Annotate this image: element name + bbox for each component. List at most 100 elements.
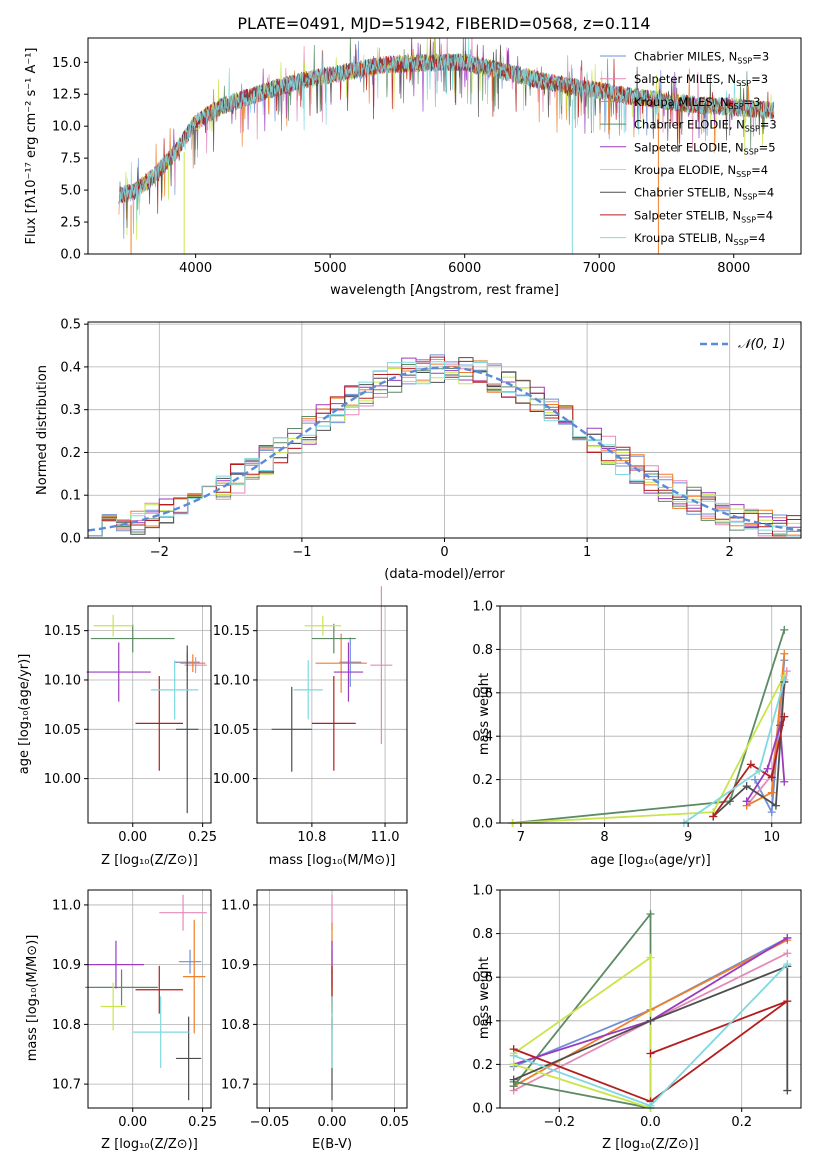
errorbar-point	[159, 894, 207, 931]
errorbar-point	[135, 965, 184, 1014]
x-tick-label: 10.8	[297, 830, 326, 845]
x-tick-label: 10	[763, 830, 780, 845]
weight-series-line	[512, 911, 652, 1110]
weight-series-line	[512, 629, 786, 824]
x-axis-label: Z [log₁₀(Z/Z⊙)]	[602, 1137, 699, 1152]
y-tick-label: 0.4	[60, 360, 81, 375]
weight-marker	[646, 909, 655, 918]
y-tick-label: 0.2	[60, 446, 81, 461]
panel-mass-vs-Z: 0.00 0.25 10.7 10.8 10.9 11.0 Z [log₁₀(Z/Z⊙)] m…	[25, 889, 217, 1152]
weight-marker	[742, 782, 751, 791]
y-tick-label: 0.6	[472, 686, 493, 701]
x-axis-label: age [log₁₀(age/yr)]	[590, 853, 711, 868]
y-axis-label: age [log₁₀(age/yr)]	[17, 654, 32, 775]
weight-marker	[755, 766, 764, 775]
x-tick-label: −0.05	[250, 1115, 290, 1130]
errorbar-point	[183, 919, 206, 1034]
y-tick-label: 10.00	[213, 772, 250, 787]
weight-marker	[783, 960, 792, 969]
normal-curve	[87, 366, 802, 532]
age-vs-mass-frame	[256, 605, 408, 824]
y-tick-label: 10.9	[221, 958, 250, 973]
y-axis-label: mass weight	[477, 673, 492, 755]
x-tick-label: 9	[684, 830, 692, 845]
legend-label: Salpeter ELODIE, NSSP=5	[634, 140, 776, 156]
y-tick-label: 0.8	[472, 927, 493, 942]
errorbar-point	[85, 969, 158, 1006]
weight-series-line	[513, 964, 789, 1091]
legend-label: 𝒩(0, 1)	[738, 337, 785, 352]
x-tick-label: 7000	[583, 261, 616, 276]
weight-marker	[646, 953, 655, 962]
spectrum-frame	[87, 37, 802, 255]
x-tick-label: 0.00	[118, 830, 147, 845]
x-tick-label: −2	[150, 545, 169, 560]
y-tick-label: 10.15	[213, 624, 250, 639]
weight-marker	[709, 812, 718, 821]
weight-marker	[780, 712, 789, 721]
weight-marker	[763, 764, 772, 773]
x-tick-label: 0.25	[188, 830, 217, 845]
weight-marker	[767, 788, 776, 797]
weight-marker	[783, 1086, 792, 1095]
x-tick-label: 8	[600, 830, 608, 845]
panel-mass-weight-vs-age: 7 8 9 10 0.0 0.2 0.4 0.6 0.8 1.0 age [log₁₀(age/yr…	[472, 600, 802, 868]
panel-mass-vs-ebv: −0.05 0.00 0.05 10.7 10.8 10.9 11.0 E(B-V)	[221, 889, 409, 1152]
y-tick-label: 10.7	[52, 1078, 81, 1093]
legend-label: Kroupa STELIB, NSSP=4	[634, 231, 765, 247]
weight-series-line	[513, 955, 652, 1110]
errorbar-point	[184, 657, 207, 674]
y-axis-label: Flux [fλ10⁻¹⁷ erg cm⁻² s⁻¹ A⁻¹]	[24, 48, 39, 245]
mass-vs-Z-frame	[87, 889, 212, 1109]
weight-series-line	[513, 1000, 788, 1103]
y-tick-label: 5.0	[60, 184, 81, 199]
weight-marker	[780, 649, 789, 658]
panel-residuals: −2 −1 0 1 2 0.0 0.1 0.2 0.3 0.4 0.5 𝒩(0, 1) (data-mo…	[35, 318, 802, 582]
x-tick-label: 1	[583, 545, 591, 560]
y-tick-label: 10.00	[44, 772, 81, 787]
panel-mass-weight-vs-Z: −0.2 0.0 0.2 0.0 0.2 0.4 0.6 0.8 1.0 Z [log₁₀(Z/Z…	[472, 884, 802, 1152]
legend-label: Chabrier ELODIE, NSSP=3	[634, 118, 777, 134]
errorbar-point	[293, 660, 323, 720]
x-tick-label: 8000	[717, 261, 750, 276]
x-axis-label: Z [log₁₀(Z/Z⊙)]	[101, 1137, 198, 1152]
x-axis-label: Z [log₁₀(Z/Z⊙)]	[101, 853, 198, 868]
y-tick-label: 11.0	[221, 898, 250, 913]
y-tick-label: 0.6	[472, 971, 493, 986]
x-tick-label: 11.0	[371, 830, 400, 845]
errorbar-point	[315, 633, 367, 693]
errorbar-point	[304, 615, 342, 636]
y-tick-label: 10.9	[52, 958, 81, 973]
x-axis-label: E(B-V)	[312, 1137, 352, 1152]
x-axis-label: mass [log₁₀(M/M⊙)]	[269, 853, 396, 868]
weight-marker	[767, 773, 776, 782]
weight-marker	[509, 1060, 518, 1069]
x-tick-label: 5000	[314, 261, 347, 276]
y-axis-label: mass [log₁₀(M/M⊙)]	[25, 935, 40, 1062]
weight-marker	[646, 1049, 655, 1058]
legend-label: Salpeter MILES, NSSP=3	[634, 72, 768, 88]
legend-label: Salpeter STELIB, NSSP=4	[634, 208, 773, 224]
errorbar-point	[100, 982, 126, 1031]
errorbar-point	[339, 637, 362, 687]
y-tick-label: 10.8	[221, 1018, 250, 1033]
x-tick-label: 0.0	[640, 1115, 661, 1130]
weight-series-line	[712, 681, 786, 818]
x-tick-label: 0.25	[188, 1115, 217, 1130]
x-tick-label: −0.2	[543, 1115, 575, 1130]
weight-marker	[746, 760, 755, 769]
errorbar-point	[176, 1016, 202, 1101]
y-axis-label: Normed distribution	[35, 365, 50, 495]
weight-marker	[780, 777, 789, 786]
errorbar-point	[88, 940, 144, 989]
x-tick-label: 4000	[179, 261, 212, 276]
weight-marker	[783, 997, 792, 1006]
y-tick-label: 10.05	[213, 723, 250, 738]
y-tick-label: 0.1	[60, 489, 81, 504]
panel-spectrum: 4000 5000 6000 7000 8000 0.0 2.5 5.0 7.5 10.0 12.5…	[24, 37, 802, 298]
y-tick-label: 10.7	[221, 1078, 250, 1093]
errorbar-point	[180, 654, 206, 673]
x-tick-label: 7	[517, 830, 525, 845]
x-tick-label: 0.00	[118, 1115, 147, 1130]
